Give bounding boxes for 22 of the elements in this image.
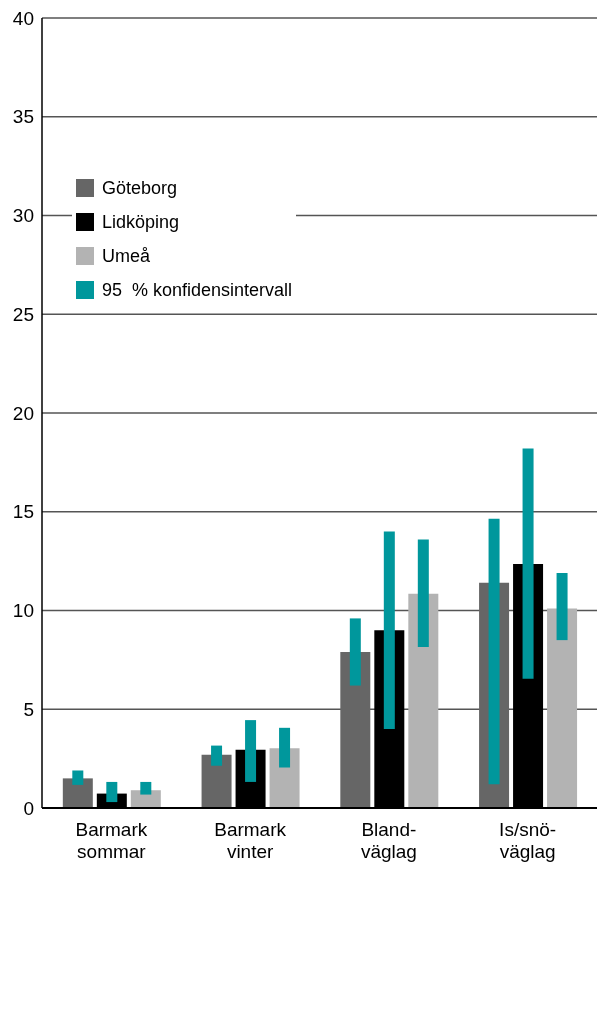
y-tick-label: 30 [12,205,34,227]
x-tick-label: Is/snö- väglag [499,819,557,862]
x-tick-label: Barmark vinter [214,819,287,862]
legend-label: Umeå [102,245,151,267]
y-tick-label: 40 [12,7,34,29]
y-tick-label: 35 [12,106,34,128]
bar [62,778,93,808]
legend-label: Lidköping [102,211,180,233]
x-tick-label: Bland- väglag [360,819,417,862]
y-tick-label: 25 [12,303,34,325]
y-tick-label: 5 [23,698,34,720]
bar [201,754,232,808]
y-tick-label: 15 [12,501,34,523]
bar [340,651,371,808]
legend-label: Göteborg [102,177,178,199]
annotation: 95 % konfidensintervall [102,279,293,301]
bar [408,593,439,808]
y-tick-label: 10 [12,600,34,622]
x-tick-label: Barmark sommar [75,819,148,862]
y-tick-label: 0 [23,797,34,819]
y-tick-label: 20 [12,402,34,424]
bar [547,608,578,808]
